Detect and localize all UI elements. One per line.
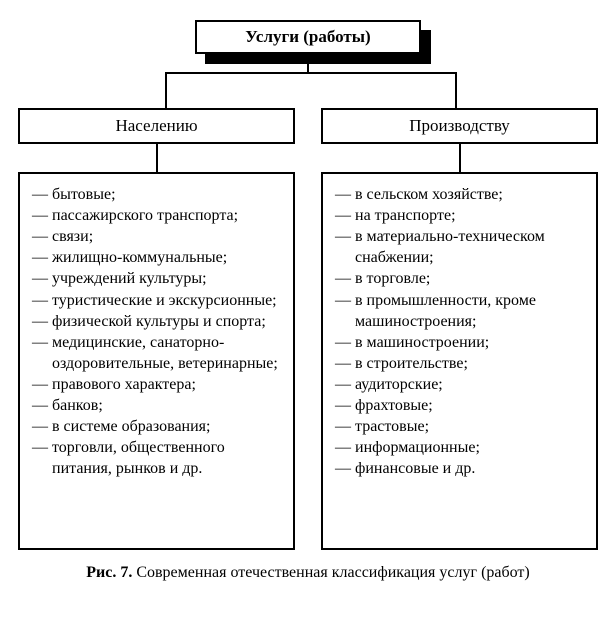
left-list-box: — бытовые;— пассажирского транспорта;— с… (18, 172, 295, 550)
list-item: — банков; (32, 395, 283, 416)
list-item: — в сельском хозяйстве; (335, 184, 586, 205)
left-category-box: Населению (18, 108, 295, 144)
dash-icon: — (335, 437, 355, 458)
dash-icon: — (335, 205, 355, 226)
list-item-text: в материально-техническом снабжении; (355, 226, 586, 268)
list-item-text: фрахтовые; (355, 395, 586, 416)
list-item: — фрахтовые; (335, 395, 586, 416)
list-item: — на транспорте; (335, 205, 586, 226)
right-list-box: — в сельском хозяйстве;— на транспорте;—… (321, 172, 598, 550)
right-category-title: Производству (409, 116, 510, 135)
list-item-text: финансовые и др. (355, 458, 586, 479)
dash-icon: — (32, 226, 52, 247)
dash-icon: — (335, 416, 355, 437)
list-item-text: на транспорте; (355, 205, 586, 226)
list-item-text: туристические и экскурсионные; (52, 290, 283, 311)
list-item-text: в промышленности, кроме машиностроения; (355, 290, 586, 332)
list-item: — пассажирского транспорта; (32, 205, 283, 226)
list-item-text: аудиторские; (355, 374, 586, 395)
dash-icon: — (335, 332, 355, 353)
dash-icon: — (32, 374, 52, 395)
connector-h-bar (166, 72, 456, 74)
list-item-text: в сельском хозяйстве; (355, 184, 586, 205)
list-item-text: учреждений культуры; (52, 268, 283, 289)
connector-v-left (165, 72, 167, 108)
list-item-text: пассажирского транспорта; (52, 205, 283, 226)
right-category-box: Производству (321, 108, 598, 144)
dash-icon: — (335, 353, 355, 374)
list-item-text: торговли, общественного питания, рынков … (52, 437, 283, 479)
dash-icon: — (32, 416, 52, 437)
dash-icon: — (32, 290, 52, 311)
list-item-text: трастовые; (355, 416, 586, 437)
list-item-text: медицинские, санаторно-оздоровительные, … (52, 332, 283, 374)
dash-icon: — (335, 268, 355, 289)
list-item: — в строительстве; (335, 353, 586, 374)
figure-caption: Рис. 7. Современная отечественная класси… (18, 564, 598, 582)
list-item-text: связи; (52, 226, 283, 247)
left-column: Населению — бытовые;— пассажирского тран… (18, 108, 295, 550)
connector-stage (18, 54, 598, 108)
list-item: — учреждений культуры; (32, 268, 283, 289)
right-column: Производству — в сельском хозяйстве;— на… (321, 108, 598, 550)
dash-icon: — (32, 184, 52, 205)
dash-icon: — (32, 332, 52, 374)
list-item: — физической культуры и спорта; (32, 311, 283, 332)
root-box: Услуги (работы) (195, 20, 421, 54)
left-category-title: Населению (115, 116, 197, 135)
connector-v-top (307, 54, 309, 72)
dash-icon: — (335, 226, 355, 268)
list-item: — в системе образования; (32, 416, 283, 437)
dash-icon: — (32, 247, 52, 268)
dash-icon: — (32, 395, 52, 416)
connector-v-left-mid (156, 144, 158, 172)
dash-icon: — (32, 437, 52, 479)
list-item: — правового характера; (32, 374, 283, 395)
list-item-text: банков; (52, 395, 283, 416)
list-item-text: в машиностроении; (355, 332, 586, 353)
dash-icon: — (335, 374, 355, 395)
caption-label: Рис. 7. (86, 564, 132, 581)
columns: Населению — бытовые;— пассажирского тран… (18, 108, 598, 550)
dash-icon: — (335, 458, 355, 479)
list-item-text: бытовые; (52, 184, 283, 205)
list-item: — трастовые; (335, 416, 586, 437)
dash-icon: — (335, 395, 355, 416)
list-item: — в торговле; (335, 268, 586, 289)
list-item: — информационные; (335, 437, 586, 458)
root-title: Услуги (работы) (245, 27, 370, 47)
connector-v-right (455, 72, 457, 108)
list-item: — финансовые и др. (335, 458, 586, 479)
list-item-text: в торговле; (355, 268, 586, 289)
list-item: — медицинские, санаторно-оздоровительные… (32, 332, 283, 374)
connector-v-right-mid (459, 144, 461, 172)
list-item: — торговли, общественного питания, рынко… (32, 437, 283, 479)
list-item: — аудиторские; (335, 374, 586, 395)
root-node: Услуги (работы) (195, 20, 421, 54)
list-item-text: физической культуры и спорта; (52, 311, 283, 332)
list-item-text: информационные; (355, 437, 586, 458)
dash-icon: — (32, 311, 52, 332)
list-item-text: в строительстве; (355, 353, 586, 374)
list-item: — в машиностроении; (335, 332, 586, 353)
list-item-text: в системе образования; (52, 416, 283, 437)
list-item: — в материально-техническом снабжении; (335, 226, 586, 268)
dash-icon: — (335, 290, 355, 332)
list-item-text: правового характера; (52, 374, 283, 395)
list-item: — в промышленности, кроме машиностроения… (335, 290, 586, 332)
dash-icon: — (32, 268, 52, 289)
dash-icon: — (335, 184, 355, 205)
list-item: — связи; (32, 226, 283, 247)
caption-text: Современная отечественная классификация … (136, 564, 529, 581)
list-item: — жилищно-коммунальные; (32, 247, 283, 268)
list-item: — туристические и экскурсионные; (32, 290, 283, 311)
list-item-text: жилищно-коммунальные; (52, 247, 283, 268)
dash-icon: — (32, 205, 52, 226)
list-item: — бытовые; (32, 184, 283, 205)
